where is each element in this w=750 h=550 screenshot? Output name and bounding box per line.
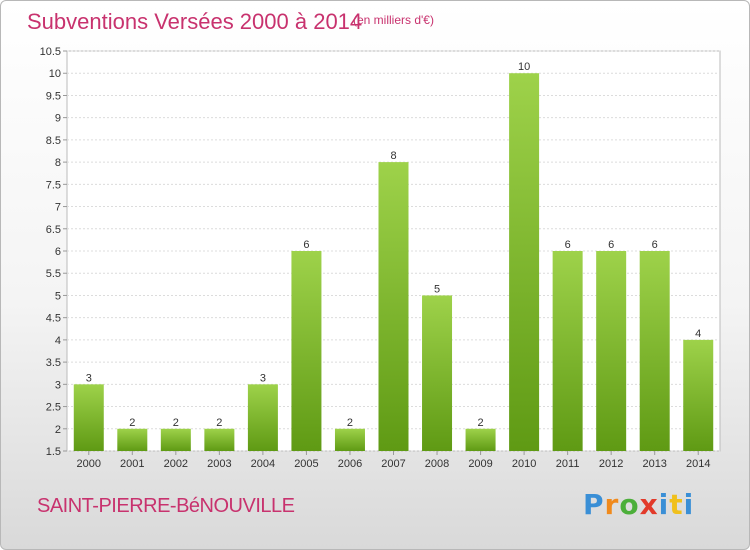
y-tick-label: 4.5 [46,313,61,325]
chart-title: Subventions Versées 2000 à 2014 [27,9,363,34]
y-tick-label: 6 [55,246,61,258]
commune-name: SAINT-PIERRE-BéNOUVILLE [37,495,295,517]
value-label-2004: 3 [260,372,266,384]
value-label-2011: 6 [565,239,571,251]
bar-2013 [639,251,670,451]
x-tick-label-2013: 2013 [642,458,666,470]
bar-2012 [596,251,627,451]
x-tick-label-2001: 2001 [120,458,144,470]
x-tick-label-2009: 2009 [468,458,492,470]
value-label-2007: 8 [390,150,396,162]
x-tick-label-2004: 2004 [251,458,275,470]
y-tick-label: 7.5 [46,179,61,191]
y-tick-label: 4 [55,335,61,347]
y-tick-label: 9.5 [46,90,61,102]
bar-2008 [422,295,453,451]
x-tick-label-2005: 2005 [294,458,318,470]
y-tick-label: 10 [49,68,61,80]
y-tick-label: 3.5 [46,357,61,369]
x-tick-label-2003: 2003 [207,458,231,470]
x-tick-label-2006: 2006 [338,458,362,470]
x-tick-label-2012: 2012 [599,458,623,470]
x-tick-label-2002: 2002 [164,458,188,470]
value-label-2005: 6 [303,239,309,251]
value-label-2006: 2 [347,417,353,429]
y-tick-label: 5.5 [46,268,61,280]
x-tick-label-2000: 2000 [77,458,101,470]
bar-2014 [683,339,714,451]
value-label-2013: 6 [652,239,658,251]
value-label-2008: 5 [434,283,440,295]
value-label-2014: 4 [695,328,701,340]
bar-2010 [509,73,540,451]
y-tick-label: 2 [55,424,61,436]
x-tick-label-2007: 2007 [381,458,405,470]
x-tick-label-2014: 2014 [686,458,710,470]
value-label-2001: 2 [129,417,135,429]
chart-subtitle: (en milliers d'€) [353,13,434,27]
bar-2005 [291,251,322,451]
y-tick-label: 8.5 [46,135,61,147]
y-tick-label: 6.5 [46,224,61,236]
bar-2001 [117,428,148,451]
bar-2003 [204,428,235,451]
x-axis: 2000 2001 2002 2003 2004 2005 2006 2007 2008 2009… [77,451,710,470]
value-label-2000: 3 [86,372,92,384]
y-tick-label: 9 [55,113,61,125]
y-tick-label: 5 [55,290,61,302]
value-label-2010: 10 [518,61,530,73]
bar-2011 [552,251,583,451]
bar-2006 [334,428,365,451]
y-tick-label: 8 [55,157,61,169]
bar-2002 [160,428,191,451]
bar-2009 [465,428,496,451]
value-label-2002: 2 [173,417,179,429]
value-label-2003: 2 [216,417,222,429]
value-label-2012: 6 [608,239,614,251]
bars-group: 3 2 2 2 3 6 2 8 5 2 10 6 6 6 4 [73,61,714,451]
y-tick-label: 7 [55,202,61,214]
value-label-2009: 2 [478,417,484,429]
y-tick-label: 10.5 [40,46,61,58]
bar-2007 [378,162,409,451]
x-tick-label-2011: 2011 [556,458,580,470]
bar-2000 [73,384,104,451]
y-tick-label: 3 [55,379,61,391]
y-tick-label: 1.5 [46,446,61,458]
proxiti-logo[interactable]: Proxiti [583,488,695,521]
y-tick-label: 2.5 [46,402,61,414]
x-tick-label-2010: 2010 [512,458,536,470]
x-tick-label-2008: 2008 [425,458,449,470]
y-axis: 1.5 2 2.5 3 3.5 4 4.5 5 5.5 6 6.5 7 7.5 8 8.5 9 9.5 10 10.… [40,46,67,458]
bar-2004 [247,384,278,451]
